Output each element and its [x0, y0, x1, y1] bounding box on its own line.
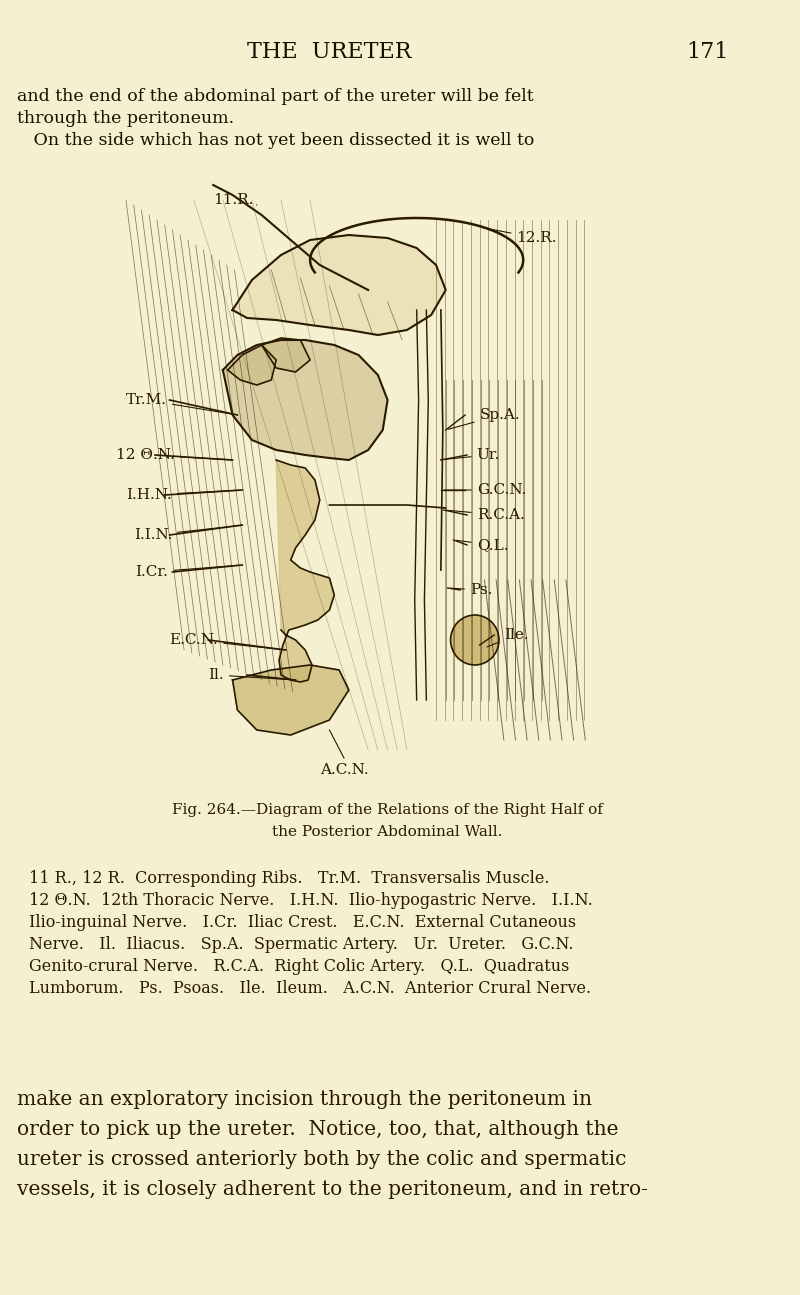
Text: Ps.: Ps. — [450, 583, 492, 597]
Text: Tr.M.: Tr.M. — [126, 392, 234, 414]
Text: I.I.N.: I.I.N. — [134, 526, 242, 543]
Text: order to pick up the ureter.  Notice, too, that, although the: order to pick up the ureter. Notice, too… — [18, 1120, 619, 1140]
Text: G.C.N.: G.C.N. — [444, 483, 526, 497]
Polygon shape — [233, 234, 446, 335]
Text: Lumborum.   Ps.  Psoas.   Ile.  Ileum.   A.C.N.  Anterior Crural Nerve.: Lumborum. Ps. Psoas. Ile. Ileum. A.C.N. … — [29, 980, 591, 997]
Text: I.Cr.: I.Cr. — [136, 565, 239, 579]
Text: Q.L.: Q.L. — [456, 537, 508, 552]
Text: Fig. 264.—Diagram of the Relations of the Right Half of: Fig. 264.—Diagram of the Relations of th… — [172, 803, 603, 817]
Text: Ur.: Ur. — [441, 448, 500, 462]
Text: 171: 171 — [686, 41, 729, 63]
Polygon shape — [262, 338, 310, 372]
Text: THE  URETER: THE URETER — [247, 41, 412, 63]
Text: E.C.N.: E.C.N. — [170, 633, 283, 650]
Text: and the end of the abdominal part of the ureter will be felt: and the end of the abdominal part of the… — [18, 88, 534, 105]
Text: 12 Θ.N.: 12 Θ.N. — [116, 448, 232, 462]
Circle shape — [450, 615, 499, 666]
Text: 12.R.: 12.R. — [487, 228, 557, 245]
Polygon shape — [233, 666, 349, 736]
Text: Ile.: Ile. — [487, 628, 529, 648]
Polygon shape — [223, 341, 387, 460]
Text: vessels, it is closely adherent to the peritoneum, and in retro-: vessels, it is closely adherent to the p… — [18, 1180, 648, 1199]
Text: make an exploratory incision through the peritoneum in: make an exploratory incision through the… — [18, 1090, 593, 1109]
Text: 11.R.: 11.R. — [213, 193, 257, 207]
Text: Nerve.   Il.  Iliacus.   Sp.A.  Spermatic Artery.   Ur.  Ureter.   G.C.N.: Nerve. Il. Iliacus. Sp.A. Spermatic Arte… — [29, 936, 574, 953]
Text: through the peritoneum.: through the peritoneum. — [18, 110, 234, 127]
Text: 12 Θ.N.  12th Thoracic Nerve.   I.H.N.  Ilio-hypogastric Nerve.   I.I.N.: 12 Θ.N. 12th Thoracic Nerve. I.H.N. Ilio… — [29, 892, 593, 909]
Text: I.H.N.: I.H.N. — [126, 488, 239, 502]
Polygon shape — [228, 344, 276, 385]
Text: Ilio-inguinal Nerve.   I.Cr.  Iliac Crest.   E.C.N.  External Cutaneous: Ilio-inguinal Nerve. I.Cr. Iliac Crest. … — [29, 914, 576, 931]
Text: Sp.A.: Sp.A. — [449, 408, 520, 429]
Text: the Posterior Abdominal Wall.: the Posterior Abdominal Wall. — [272, 825, 502, 839]
Text: Il.: Il. — [208, 668, 293, 682]
Text: On the side which has not yet been dissected it is well to: On the side which has not yet been disse… — [18, 132, 535, 149]
Text: 11 R., 12 R.  Corresponding Ribs.   Tr.M.  Transversalis Muscle.: 11 R., 12 R. Corresponding Ribs. Tr.M. T… — [29, 870, 550, 887]
Text: R.C.A.: R.C.A. — [446, 508, 525, 522]
Text: ureter is crossed anteriorly both by the colic and spermatic: ureter is crossed anteriorly both by the… — [18, 1150, 627, 1169]
Text: A.C.N.: A.C.N. — [320, 763, 368, 777]
Text: Genito-crural Nerve.   R.C.A.  Right Colic Artery.   Q.L.  Quadratus: Genito-crural Nerve. R.C.A. Right Colic … — [29, 958, 570, 975]
Polygon shape — [276, 460, 334, 682]
